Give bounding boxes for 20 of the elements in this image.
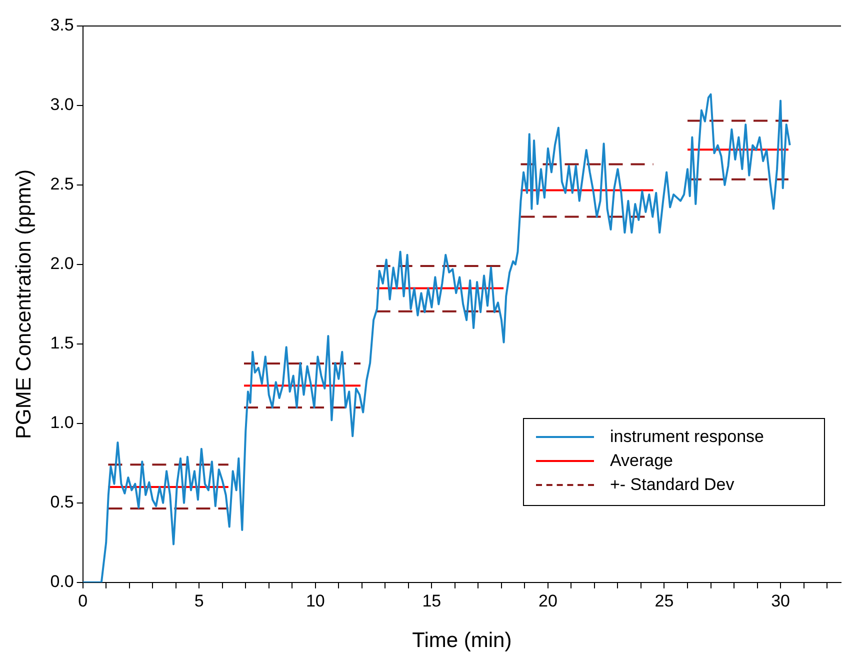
y-tick-label: 0.0 (50, 572, 74, 592)
legend-label: +- Standard Dev (610, 474, 734, 496)
y-tick-label: 3.5 (50, 16, 74, 35)
legend-label: instrument response (610, 426, 764, 448)
x-tick-label: 20 (538, 591, 558, 610)
x-tick-label: 25 (654, 591, 674, 610)
y-tick-label: 3.0 (50, 95, 74, 114)
y-tick-label: 2.5 (50, 174, 74, 194)
y-tick-label: 2.0 (50, 254, 74, 274)
x-tick-label: 0 (78, 591, 88, 610)
y-tick-label: 1.5 (50, 334, 74, 353)
y-tick-label: 1.0 (50, 413, 74, 432)
x-tick-label: 15 (422, 591, 442, 610)
x-tick-label: 30 (771, 591, 790, 610)
y-tick-label: 0.5 (50, 492, 74, 512)
x-axis-title: Time (min) (412, 629, 512, 652)
legend-label: Average (610, 450, 673, 472)
y-axis-title: PGME Concentration (ppmv) (12, 169, 36, 440)
x-tick-label: 5 (194, 591, 204, 610)
x-tick-label: 10 (306, 591, 325, 610)
